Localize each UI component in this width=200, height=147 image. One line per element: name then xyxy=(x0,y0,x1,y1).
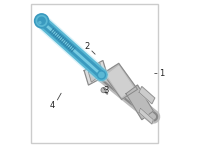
Polygon shape xyxy=(103,63,137,100)
Text: 3: 3 xyxy=(103,86,108,95)
Text: 2: 2 xyxy=(84,42,90,51)
Circle shape xyxy=(101,87,106,93)
Polygon shape xyxy=(107,66,133,97)
Polygon shape xyxy=(139,108,153,124)
Text: 4: 4 xyxy=(50,101,55,110)
Circle shape xyxy=(38,21,42,24)
Polygon shape xyxy=(126,85,153,120)
Circle shape xyxy=(35,14,49,28)
Circle shape xyxy=(97,71,105,79)
Polygon shape xyxy=(139,86,155,104)
Polygon shape xyxy=(88,63,103,82)
Polygon shape xyxy=(84,61,107,85)
Text: 1: 1 xyxy=(159,69,165,78)
Circle shape xyxy=(93,62,97,66)
Circle shape xyxy=(37,16,46,25)
